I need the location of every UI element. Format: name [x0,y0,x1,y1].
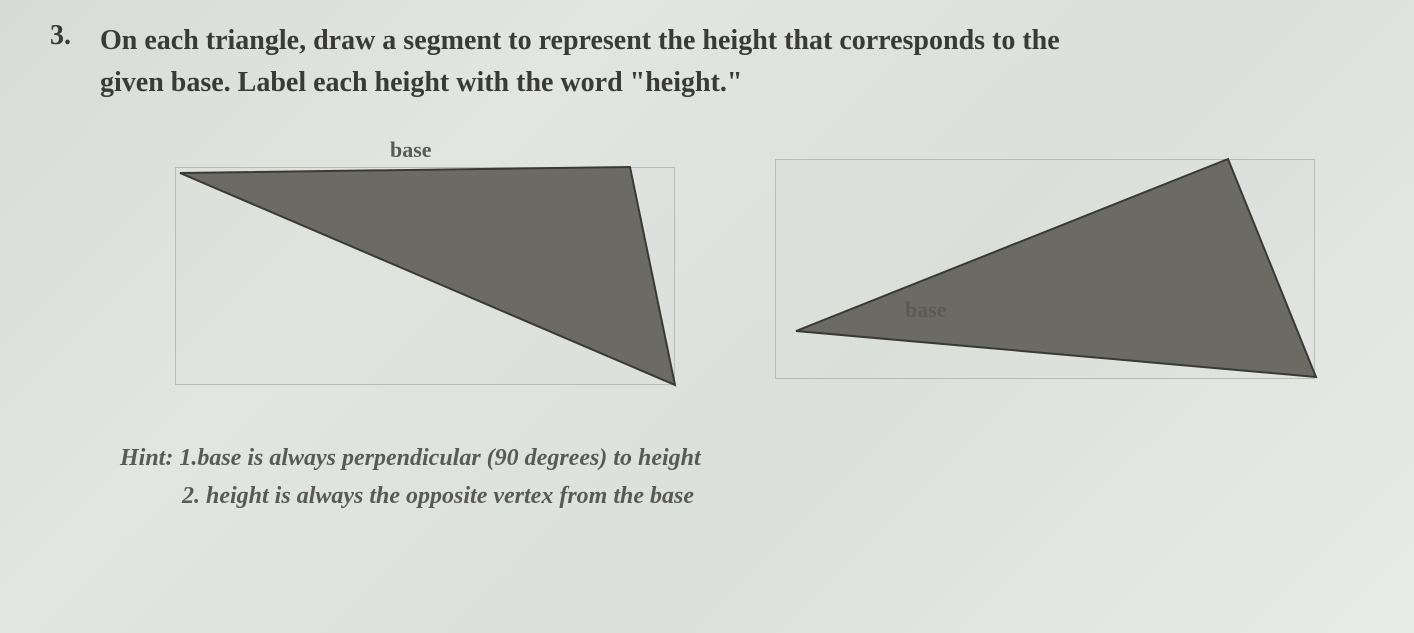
hint-line-2: 2. height is always the opposite vertex … [182,477,1374,515]
triangle-1-shape [180,167,675,385]
triangles-area: base base [140,129,1374,409]
question-text: On each triangle, draw a segment to repr… [100,20,1060,104]
triangle-1-box: base [140,129,700,409]
question-text-line2: given base. Label each height with the w… [100,67,742,98]
triangle-2-box: base [760,129,1320,409]
triangle-2-svg [760,129,1320,409]
triangle-1-svg [140,129,700,409]
question-number: 3. [50,20,80,52]
triangle-2-base-label: base [905,297,947,323]
question-container: 3. On each triangle, draw a segment to r… [0,0,1414,536]
hints-block: Hint: 1.base is always perpendicular (90… [120,439,1374,516]
hint-line-1: Hint: 1.base is always perpendicular (90… [120,439,1374,477]
question-text-line1: On each triangle, draw a segment to repr… [100,25,1060,56]
triangle-2-shape [796,159,1316,377]
question-header: 3. On each triangle, draw a segment to r… [50,20,1374,104]
